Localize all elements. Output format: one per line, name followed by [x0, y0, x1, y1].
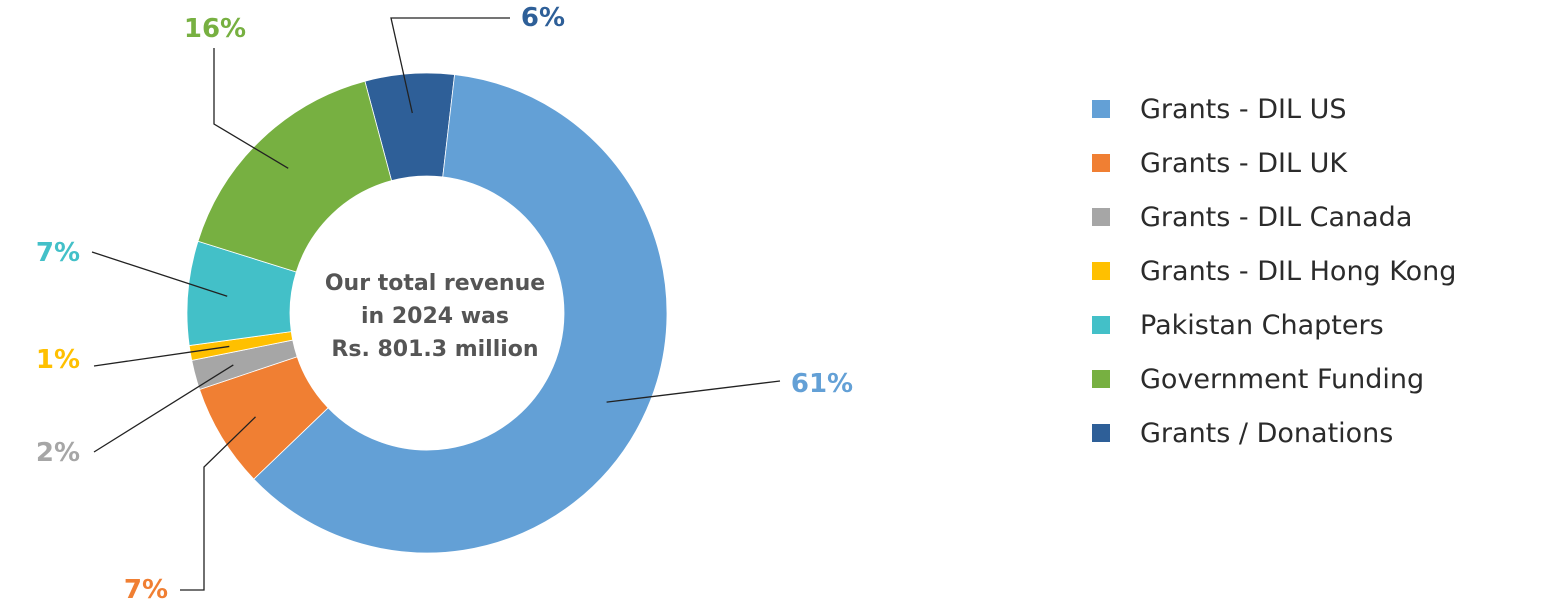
slice-grants-dil-us	[253, 74, 668, 554]
leader-lines	[91, 17, 781, 591]
leader-line-pakistan-chapters	[91, 251, 228, 297]
legend-item-grants-donations: Grants / Donations	[1092, 406, 1456, 460]
donut-slices	[186, 72, 668, 554]
pct-label-grants-dil-uk: 7%	[124, 575, 168, 605]
legend-label: Government Funding	[1140, 363, 1425, 395]
legend-label: Grants - DIL US	[1140, 93, 1347, 125]
legend-label: Grants - DIL UK	[1140, 147, 1348, 179]
legend-swatch	[1092, 316, 1110, 334]
percentage-labels: 6% 61% 7% 2% 1% 7% 16%	[36, 3, 853, 605]
leader-line-grants-dil-uk	[180, 416, 256, 591]
legend-swatch	[1092, 262, 1110, 280]
center-text-line-3: Rs. 801.3 million	[331, 337, 538, 362]
pct-label-grants-dil-hong-kong: 1%	[36, 345, 80, 375]
pct-label-government-funding: 16%	[184, 14, 246, 44]
legend-item-grants-dil-canada: Grants - DIL Canada	[1092, 190, 1456, 244]
legend-item-grants-dil-hong-kong: Grants - DIL Hong Kong	[1092, 244, 1456, 298]
center-text-line-2: in 2024 was	[361, 304, 509, 329]
center-text-line-1: Our total revenue	[325, 271, 545, 296]
legend-item-grants-dil-us: Grants - DIL US	[1092, 82, 1456, 136]
chart-legend: Grants - DIL US Grants - DIL UK Grants -…	[1092, 82, 1456, 460]
legend-label: Pakistan Chapters	[1140, 309, 1384, 341]
legend-item-grants-dil-uk: Grants - DIL UK	[1092, 136, 1456, 190]
pct-label-pakistan-chapters: 7%	[36, 238, 80, 268]
legend-swatch	[1092, 208, 1110, 226]
legend-swatch	[1092, 154, 1110, 172]
pct-label-grants-dil-canada: 2%	[36, 438, 80, 468]
leader-line-government-funding	[213, 48, 289, 169]
legend-label: Grants - DIL Hong Kong	[1140, 255, 1457, 287]
legend-swatch	[1092, 100, 1110, 118]
legend-swatch	[1092, 424, 1110, 442]
legend-swatch	[1092, 370, 1110, 388]
leader-line-grants-dil-canada	[93, 364, 234, 453]
legend-label: Grants / Donations	[1140, 417, 1394, 449]
pct-label-grants-dil-us: 61%	[791, 369, 853, 399]
legend-item-government-funding: Government Funding	[1092, 352, 1456, 406]
legend-item-pakistan-chapters: Pakistan Chapters	[1092, 298, 1456, 352]
slice-government-funding	[197, 80, 393, 273]
pct-label-grants-donations: 6%	[521, 3, 565, 33]
leader-line-grants-dil-us	[606, 380, 781, 403]
leader-line-grants-donations	[390, 17, 510, 114]
legend-label: Grants - DIL Canada	[1140, 201, 1413, 233]
leader-line-grants-dil-hong-kong	[93, 345, 230, 367]
